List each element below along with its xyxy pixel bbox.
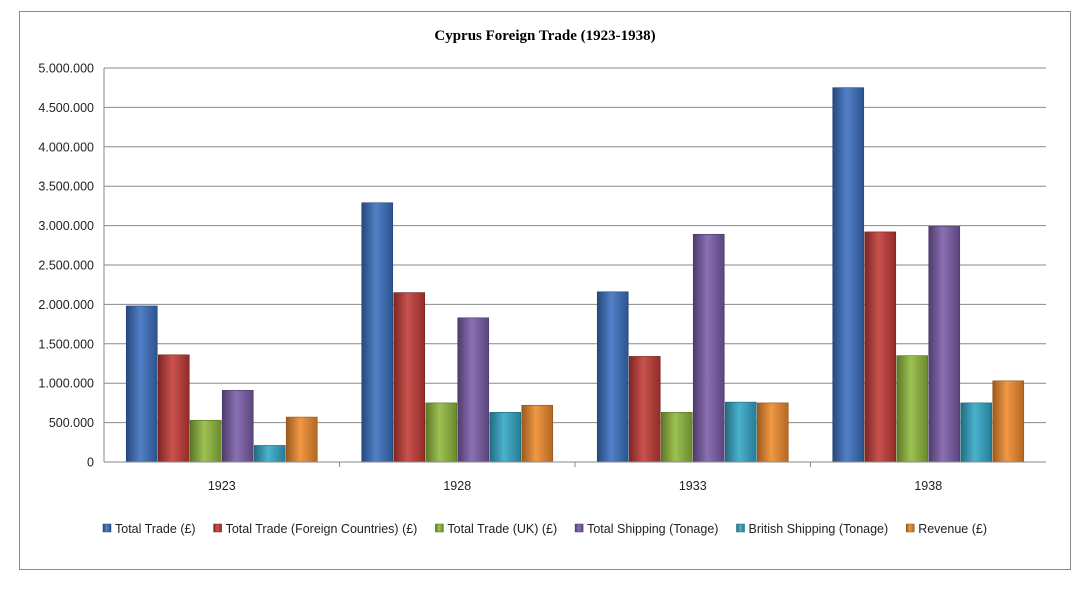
y-tick-label: 0	[87, 456, 94, 470]
legend-swatch	[213, 523, 222, 533]
legend: Total Trade (£) Total Trade (Foreign Coun…	[102, 522, 987, 536]
x-axis-ticks: 1923 1928 1933 1938	[208, 479, 942, 493]
legend-label: Total Trade (£)	[115, 522, 196, 536]
bar	[125, 305, 158, 463]
legend-label: Total Trade (Foreign Countries) (£)	[226, 522, 418, 536]
bar	[361, 202, 394, 463]
legend-swatch	[102, 523, 112, 533]
y-tick-label: 4.000.000	[38, 140, 94, 154]
y-axis-ticks: 0 500.000 1.000.000 1.500.000 2.000.000 2.500…	[38, 62, 94, 470]
legend-item: British Shipping (Tonage)	[736, 522, 889, 536]
x-tick-label: 1923	[208, 479, 236, 493]
legend-swatch	[905, 523, 915, 533]
bar	[253, 445, 286, 463]
y-tick-label: 2.500.000	[38, 259, 94, 273]
bar	[692, 233, 725, 463]
y-tick-label: 1.500.000	[38, 337, 94, 351]
bars	[125, 87, 1025, 463]
legend-swatch	[574, 523, 584, 533]
bar	[992, 380, 1025, 463]
legend-item: Total Trade (£)	[102, 522, 196, 536]
bar	[489, 412, 522, 463]
legend-label: British Shipping (Tonage)	[749, 522, 889, 536]
bar	[596, 291, 629, 463]
legend-label: Total Trade (UK) (£)	[447, 522, 557, 536]
y-tick-label: 500.000	[49, 416, 94, 430]
chart-title: Cyprus Foreign Trade (1923-1938)	[434, 28, 655, 44]
y-tick-label: 4.500.000	[38, 101, 94, 115]
bar	[896, 355, 929, 463]
legend-item: Total Trade (Foreign Countries) (£)	[213, 522, 418, 536]
bar	[189, 419, 222, 463]
bar	[393, 292, 426, 463]
legend-label: Revenue (£)	[918, 522, 987, 536]
legend-swatch	[736, 523, 745, 533]
bar	[960, 402, 993, 463]
legend-item: Revenue (£)	[905, 522, 987, 536]
y-tick-label: 3.500.000	[38, 180, 94, 194]
bar	[285, 416, 318, 463]
y-tick-label: 2.000.000	[38, 298, 94, 312]
bar	[521, 404, 554, 463]
y-tick-label: 5.000.000	[38, 62, 94, 76]
bar	[756, 402, 789, 463]
bar	[221, 389, 254, 463]
bar	[832, 87, 865, 463]
legend-item: Total Trade (UK) (£)	[435, 522, 557, 536]
bar	[724, 401, 757, 463]
legend-swatch	[435, 523, 444, 533]
legend-item: Total Shipping (Tonage)	[574, 522, 718, 536]
bar	[660, 412, 693, 463]
x-tick-label: 1938	[914, 479, 942, 493]
y-tick-label: 3.000.000	[38, 219, 94, 233]
axes	[103, 68, 1046, 467]
x-tick-label: 1933	[679, 479, 707, 493]
bar	[457, 317, 490, 463]
legend-label: Total Shipping (Tonage)	[587, 522, 718, 536]
y-tick-label: 1.000.000	[38, 377, 94, 391]
bar	[928, 226, 961, 463]
x-tick-label: 1928	[443, 479, 471, 493]
bar	[157, 354, 190, 463]
bar	[864, 231, 897, 463]
bar	[628, 356, 661, 463]
bar	[425, 402, 458, 463]
